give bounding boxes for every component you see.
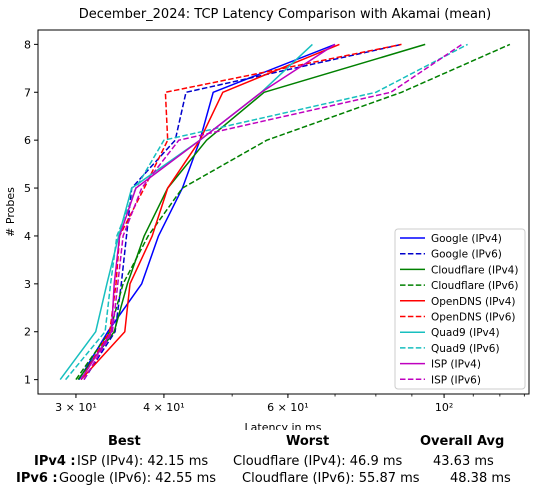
legend-label: OpenDNS (IPv4) [431,296,516,308]
legend-label: Quad9 (IPv4) [431,327,500,339]
x-tick-label: 6 × 10¹ [267,401,309,414]
legend-label: Google (IPv4) [431,233,502,245]
x-tick-label: 4 × 10¹ [143,401,185,414]
summary-table: Best Worst Overall Avg IPv4 : ISP (IPv4)… [0,430,541,496]
ipv4-best: ISP (IPv4): 42.15 ms [77,454,209,469]
legend-box [394,228,526,390]
series-line-isp-ipv4 [80,43,336,381]
y-tick-label: 2 [24,326,31,339]
worst-header: Worst [286,434,330,449]
legend-label: Google (IPv6) [431,249,502,261]
series-line-google-ipv4 [78,43,336,380]
best-header: Best [108,434,141,449]
legend-label: Quad9 (IPv6) [431,343,500,355]
x-axis-label: Latency in ms [245,421,322,430]
avg-header: Overall Avg [420,434,505,449]
chart-title: December_2024: TCP Latency Comparison wi… [79,7,491,22]
y-tick-label: 8 [24,38,31,51]
ipv4-avg: 43.63 ms [433,454,494,469]
series-line-isp-ipv6 [83,43,463,380]
ipv6-worst: Cloudflare (IPv6): 55.87 ms [242,471,420,486]
y-tick-label: 5 [24,182,31,195]
y-tick-label: 4 [24,230,31,243]
legend: Google (IPv4) Google (IPv6) Cloudflare (IP… [394,228,526,390]
series-line-opendns-ipv4 [80,43,340,381]
legend-label: OpenDNS (IPv6) [431,312,516,324]
ipv4-row-label: IPv4 : [34,454,76,469]
ipv4-worst: Cloudflare (IPv4): 46.9 ms [233,454,403,469]
legend-label: ISP (IPv4) [431,359,481,371]
ipv6-best: Google (IPv6): 42.55 ms [59,471,217,486]
y-axis: 1 2 3 4 5 6 7 8 [24,38,38,387]
y-tick-label: 7 [24,86,31,99]
y-tick-label: 3 [24,278,31,291]
series-line-quad9-ipv6 [65,43,468,381]
plot-area [37,29,530,395]
legend-label: Cloudflare (IPv4) [431,264,518,276]
x-axis: 3 × 10¹ 4 × 10¹ 6 × 10¹ 10² [55,394,525,414]
ipv6-avg: 48.38 ms [450,471,511,486]
y-axis-label: # Probes [4,187,17,237]
x-tick-label: 10² [435,401,453,414]
series-line-quad9-ipv4 [59,43,313,381]
y-tick-label: 6 [24,134,31,147]
x-tick-label: 3 × 10¹ [55,401,97,414]
y-tick-label: 1 [24,374,31,387]
latency-chart: December_2024: TCP Latency Comparison wi… [4,7,530,430]
legend-label: Cloudflare (IPv6) [431,280,518,292]
ipv6-row-label: IPv6 : [16,471,58,486]
series-lines [59,43,511,381]
legend-label: ISP (IPv6) [431,374,481,386]
series-line-cloudflare-ipv4 [77,43,426,381]
